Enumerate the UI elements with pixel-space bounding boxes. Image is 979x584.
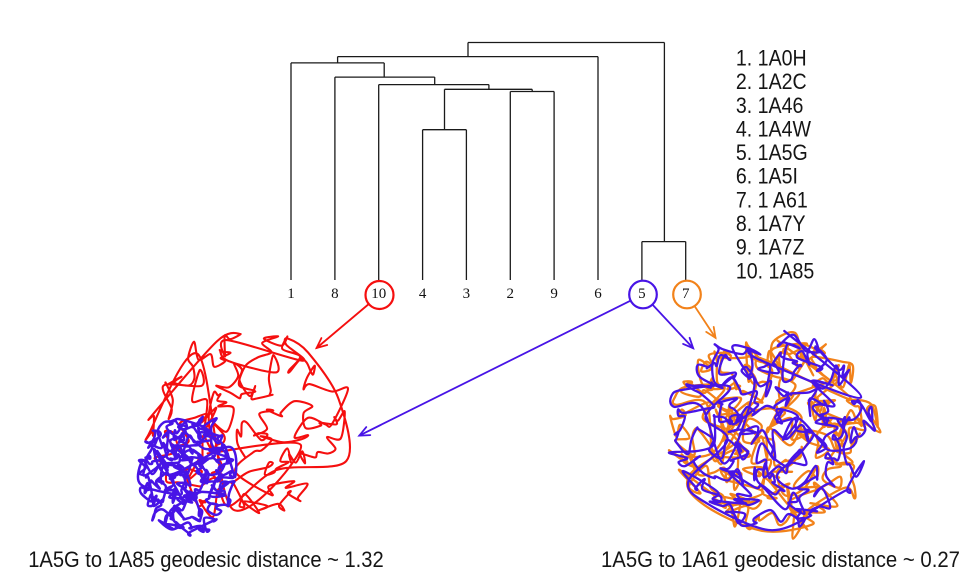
svg-text:7. 1 A61: 7. 1 A61	[736, 187, 808, 212]
svg-text:1A5G to 1A85 geodesic distance: 1A5G to 1A85 geodesic distance ~ 1.32	[28, 547, 384, 572]
svg-text:6: 6	[594, 286, 602, 302]
svg-text:6. 1A5I: 6. 1A5I	[736, 164, 798, 189]
svg-text:2. 1A2C: 2. 1A2C	[736, 69, 807, 94]
svg-text:3. 1A46: 3. 1A46	[736, 93, 804, 118]
svg-text:3: 3	[463, 286, 471, 302]
svg-text:1: 1	[287, 286, 295, 302]
svg-text:10: 10	[371, 286, 386, 302]
svg-text:9. 1A7Z: 9. 1A7Z	[736, 235, 805, 260]
svg-text:2: 2	[507, 286, 515, 302]
svg-text:1. 1A0H: 1. 1A0H	[736, 46, 807, 71]
svg-text:8: 8	[331, 286, 339, 302]
svg-text:1A5G to 1A61 geodesic distance: 1A5G to 1A61 geodesic distance ~ 0.27	[601, 547, 960, 572]
svg-text:5: 5	[638, 286, 646, 302]
svg-text:4. 1A4W: 4. 1A4W	[736, 116, 811, 141]
svg-text:7: 7	[682, 286, 690, 302]
svg-text:5. 1A5G: 5. 1A5G	[736, 140, 808, 165]
svg-text:10. 1A85: 10. 1A85	[736, 258, 814, 283]
svg-text:8. 1A7Y: 8. 1A7Y	[736, 211, 806, 236]
svg-text:9: 9	[550, 286, 558, 302]
svg-text:4: 4	[419, 286, 427, 302]
